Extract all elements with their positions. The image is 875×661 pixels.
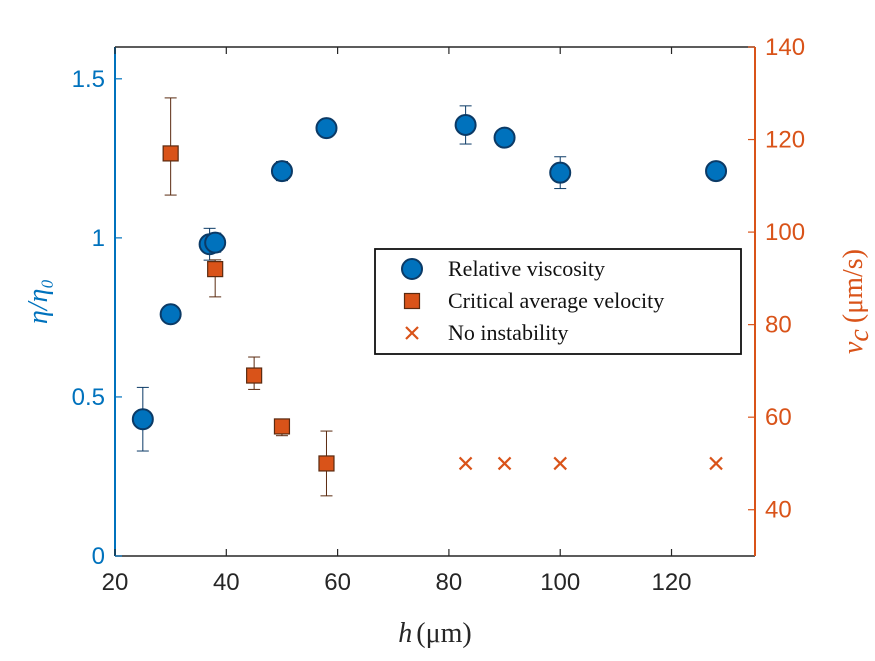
x-marker-stroke xyxy=(497,456,512,471)
x-marker-stroke xyxy=(553,456,567,471)
x-tick-label: 20 xyxy=(102,569,129,596)
right-y-axis-label-unit: (μm/s) xyxy=(838,249,869,323)
data-point xyxy=(204,231,227,254)
legend-marker xyxy=(401,258,423,280)
data-point xyxy=(493,126,516,149)
left-y-axis-label: η/η₀ xyxy=(23,279,54,324)
x-marker-stroke xyxy=(458,456,473,471)
x-tick-label: 100 xyxy=(540,569,580,596)
data-point xyxy=(159,303,182,326)
x-tick-label: 120 xyxy=(651,569,691,596)
x-axis-label-unit: (μm) xyxy=(416,618,471,649)
right-y-tick-label: 140 xyxy=(765,34,805,61)
data-point xyxy=(273,418,291,435)
right-y-axis-label: vc (μm/s) xyxy=(838,249,875,354)
data-point xyxy=(458,456,473,471)
data-point xyxy=(207,261,224,278)
series-circle xyxy=(131,105,728,452)
data-point xyxy=(162,145,179,162)
data-point xyxy=(318,455,335,472)
right-y-tick-label: 120 xyxy=(765,127,805,154)
legend-marker xyxy=(403,292,421,310)
left-y-tick-label: 1 xyxy=(92,225,105,252)
x-marker-stroke xyxy=(405,326,419,340)
right-y-axis-label-symbol: v xyxy=(838,341,869,354)
legend-entry-label: Critical average velocity xyxy=(448,288,664,313)
data-point xyxy=(131,408,154,431)
x-tick-label: 60 xyxy=(324,569,351,596)
data-point xyxy=(246,367,263,384)
legend-marker xyxy=(405,326,419,340)
left-y-tick-label: 0 xyxy=(92,543,105,570)
left-y-tick-label: 1.5 xyxy=(72,66,105,93)
left-y-tick-label: 0.5 xyxy=(72,384,105,411)
data-point xyxy=(315,117,338,140)
legend: Relative viscosity Critical average veloc… xyxy=(374,248,742,355)
right-y-tick-label: 40 xyxy=(765,497,792,524)
right-y-tick-label: 100 xyxy=(765,219,805,246)
series-x xyxy=(458,456,723,471)
data-point xyxy=(705,160,728,183)
legend-entry-label: Relative viscosity xyxy=(448,256,605,281)
data-point xyxy=(454,113,477,136)
series-square xyxy=(162,97,335,497)
right-y-axis-label-subscript: c xyxy=(844,329,875,342)
legend-box xyxy=(374,248,742,355)
x-axis-label: h (μm) xyxy=(398,618,471,649)
data-point xyxy=(270,160,293,183)
x-marker-stroke xyxy=(709,456,723,471)
legend-entry-label: No instability xyxy=(448,320,568,345)
data-point xyxy=(549,161,572,184)
plot-layer xyxy=(131,97,728,497)
right-y-tick-label: 80 xyxy=(765,312,792,339)
right-y-tick-label: 60 xyxy=(765,404,792,431)
data-point xyxy=(709,456,723,471)
x-axis-label-symbol: h xyxy=(398,618,412,649)
x-tick-label: 40 xyxy=(213,569,240,596)
data-point xyxy=(553,456,567,471)
data-point xyxy=(497,456,512,471)
x-tick-label: 80 xyxy=(436,569,463,596)
